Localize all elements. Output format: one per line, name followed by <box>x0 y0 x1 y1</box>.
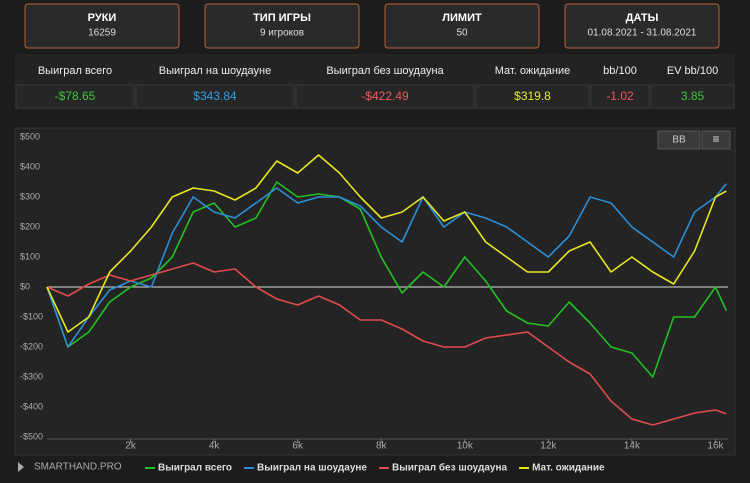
card-title: ТИП ИГРЫ <box>253 12 311 24</box>
stats-header: Выиграл без шоудауна <box>326 65 444 77</box>
series-line <box>46 181 728 378</box>
series-line <box>46 262 727 426</box>
stats-header: Выиграл на шоудауне <box>159 65 271 77</box>
y-tick-label: $200 <box>20 221 40 231</box>
stats-value: -1.02 <box>606 89 634 103</box>
stats-cell <box>590 84 650 109</box>
card <box>384 3 540 49</box>
stats-header: Мат. ожидание <box>495 65 570 77</box>
x-tick-label: 14k <box>624 441 641 452</box>
watermark: SMARTHAND.PRO <box>34 462 122 473</box>
stats-header: EV bb/100 <box>667 65 718 77</box>
card-title: ЛИМИТ <box>442 12 482 24</box>
y-tick-label: -$300 <box>20 371 43 381</box>
stats-cell <box>475 84 590 109</box>
y-tick-label: $400 <box>20 161 40 171</box>
y-tick-label: $0 <box>20 281 30 291</box>
legend-label: Выиграл всего <box>158 463 232 474</box>
stats-cell <box>15 84 135 109</box>
logo <box>18 462 24 472</box>
chart-panel <box>14 127 736 456</box>
y-tick-label: -$100 <box>20 311 43 321</box>
series-line <box>46 183 727 348</box>
y-tick-label: $500 <box>20 131 40 141</box>
legend-label: Выиграл без шоудауна <box>392 462 507 474</box>
x-tick-label: 16k <box>707 441 724 452</box>
bb-button[interactable] <box>657 130 701 150</box>
x-tick-label: 10k <box>457 441 474 452</box>
menu-button-label[interactable]: ≡ <box>712 132 719 146</box>
stats-value: -$78.65 <box>55 89 96 103</box>
y-tick-label: -$500 <box>20 431 43 441</box>
card-title: ДАТЫ <box>626 12 659 24</box>
card-value: 9 игроков <box>260 28 304 39</box>
bb-button-label[interactable]: BB <box>672 135 686 146</box>
card-value: 16259 <box>88 28 116 39</box>
stats-value: -$422.49 <box>361 89 409 103</box>
y-tick-label: $100 <box>20 251 40 261</box>
stats-header: bb/100 <box>603 65 637 77</box>
x-tick-label: 12k <box>540 441 557 452</box>
x-tick-label: 4k <box>209 441 221 452</box>
card-value: 01.08.2021 - 31.08.2021 <box>588 28 697 39</box>
stats-value: 3.85 <box>681 89 705 103</box>
menu-button[interactable] <box>701 130 731 150</box>
series-line <box>46 154 727 333</box>
x-tick-label: 2k <box>125 441 137 452</box>
stats-value: $319.8 <box>514 89 551 103</box>
card <box>564 3 720 49</box>
stats-header: Выиграл всего <box>38 65 112 77</box>
y-tick-label: -$400 <box>20 401 43 411</box>
x-tick-label: 6k <box>292 441 304 452</box>
stats-cell <box>650 84 735 109</box>
card-title: РУКИ <box>88 12 117 24</box>
x-tick-label: 8k <box>376 441 388 452</box>
y-tick-label: $300 <box>20 191 40 201</box>
stats-cell <box>135 84 295 109</box>
y-tick-label: -$200 <box>20 341 43 351</box>
card <box>204 3 360 49</box>
stats-value: $343.84 <box>193 89 237 103</box>
card-value: 50 <box>456 28 468 39</box>
legend-label: Выиграл на шоудауне <box>257 463 367 474</box>
card <box>24 3 180 49</box>
legend-label: Мат. ожидание <box>532 463 605 474</box>
stats-cell <box>295 84 475 109</box>
